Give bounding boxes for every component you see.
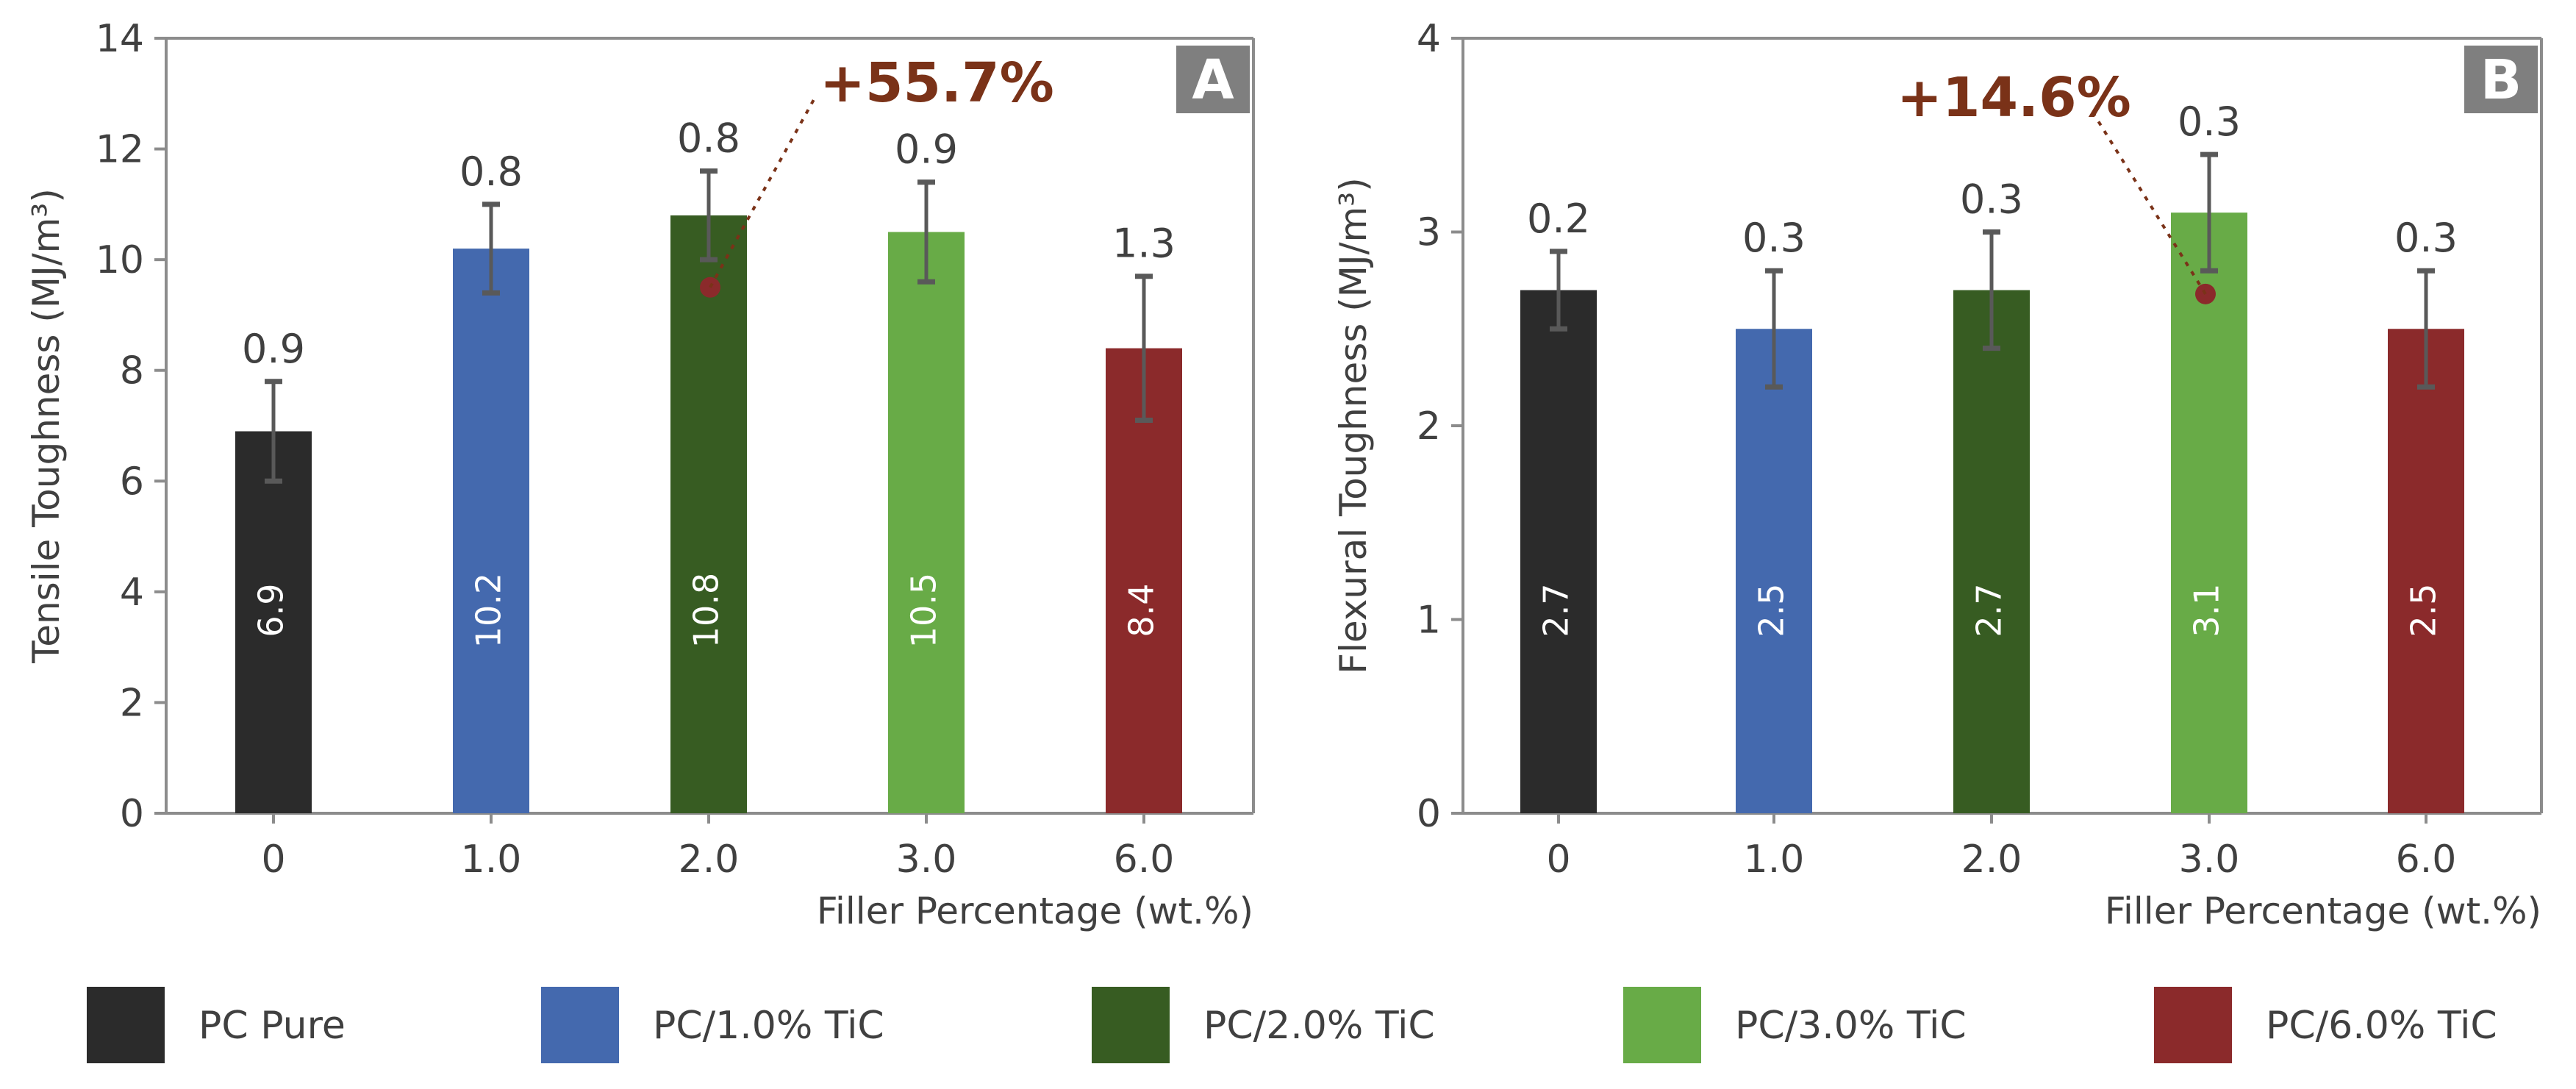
error-label: 0.3 <box>1742 215 1806 261</box>
bar <box>1520 290 1597 813</box>
panel-badge <box>2464 46 2538 113</box>
bar-value-label: 2.7 <box>1536 583 1576 637</box>
bar <box>888 232 965 813</box>
y-axis-label: Tensile Toughness (MJ/m³) <box>25 188 68 664</box>
error-label: 0.2 <box>1527 196 1590 242</box>
x-tick-label: 3.0 <box>896 838 957 882</box>
legend-swatch <box>541 987 619 1063</box>
error-label: 0.9 <box>895 126 958 173</box>
annotation-leader <box>709 95 817 288</box>
x-tick-label: 6.0 <box>1114 838 1175 882</box>
legend-label: PC/3.0% TiC <box>1735 1004 1967 1048</box>
y-tick-label: 2 <box>1417 404 1441 449</box>
y-tick-label: 2 <box>120 681 144 725</box>
bar <box>670 215 747 813</box>
bar <box>1953 290 2030 813</box>
y-tick-label: 12 <box>96 128 144 172</box>
x-axis-label: Filler Percentage (wt.%) <box>817 890 1253 932</box>
y-tick-label: 4 <box>120 571 144 615</box>
legend-label: PC/1.0% TiC <box>653 1004 884 1048</box>
panel-badge-label: B <box>2480 49 2522 112</box>
legend-swatch <box>1623 987 1701 1063</box>
panel-badge <box>1176 46 1250 113</box>
bar-value-label: 2.5 <box>2404 583 2444 637</box>
panel-badge-label: A <box>1192 49 1234 112</box>
bar-value-label: 10.5 <box>904 573 944 648</box>
bar-value-label: 8.4 <box>1122 583 1162 637</box>
annotation-leader <box>2090 109 2207 295</box>
bar-value-label: 2.5 <box>1752 583 1792 637</box>
bar <box>1736 329 1812 813</box>
annotation-label: +55.7% <box>820 51 1054 115</box>
legend-swatch <box>1092 987 1170 1063</box>
y-tick-label: 0 <box>120 792 144 836</box>
bar-value-label: 10.2 <box>469 573 509 648</box>
bar-value-label: 3.1 <box>2187 583 2227 637</box>
x-tick-label: 1.0 <box>461 838 522 882</box>
y-tick-label: 3 <box>1417 211 1441 255</box>
chart-panel-a: 0 2 4 6 8 10 12 14 Tensile Toughness (MJ/m³) 0 1.0… <box>25 17 1255 932</box>
y-tick-label: 4 <box>1417 17 1441 61</box>
x-tick-label: 0 <box>1546 838 1570 882</box>
legend-label: PC/6.0% TiC <box>2266 1004 2497 1048</box>
legend-swatch <box>2154 987 2232 1063</box>
y-tick-label: 14 <box>96 17 144 61</box>
x-tick-label: 3.0 <box>2179 838 2240 882</box>
y-tick-label: 10 <box>96 238 144 282</box>
error-label: 0.3 <box>2178 99 2241 145</box>
bar <box>453 249 529 814</box>
bar <box>2388 329 2464 813</box>
legend-label: PC/2.0% TiC <box>1203 1004 1435 1048</box>
y-tick-label: 8 <box>120 349 144 393</box>
x-tick-label: 2.0 <box>679 838 740 882</box>
error-label: 0.3 <box>1960 176 2023 223</box>
y-tick-label: 1 <box>1417 599 1441 643</box>
y-tick-label: 0 <box>1417 792 1441 836</box>
y-axis-label: Flexural Toughness (MJ/m³) <box>1332 177 1375 674</box>
legend: PC Pure PC/1.0% TiC PC/2.0% TiC PC/3.0% TiC… <box>87 987 2497 1063</box>
legend-swatch <box>87 987 165 1063</box>
x-tick-label: 6.0 <box>2396 838 2457 882</box>
bar <box>2171 213 2247 813</box>
error-label: 0.9 <box>242 326 305 372</box>
error-label: 0.3 <box>2394 215 2458 261</box>
x-tick-label: 0 <box>261 838 285 882</box>
x-tick-label: 1.0 <box>1744 838 1805 882</box>
legend-label: PC Pure <box>198 1004 346 1048</box>
chart-panel-b: 0 1 2 3 4 Flexural Toughness (MJ/m³) 0 1.0 2.0 3.… <box>1332 17 2543 932</box>
bar <box>235 431 312 813</box>
bar-value-label: 10.8 <box>687 573 726 648</box>
bar-value-label: 6.9 <box>251 583 291 637</box>
bar-value-label: 2.7 <box>1969 583 2009 637</box>
y-tick-label: 6 <box>120 460 144 504</box>
x-axis-label: Filler Percentage (wt.%) <box>2105 890 2541 932</box>
error-label: 0.8 <box>459 149 523 195</box>
error-label: 0.8 <box>677 115 740 162</box>
error-label: 1.3 <box>1112 221 1176 267</box>
x-tick-label: 2.0 <box>1961 838 2022 882</box>
annotation-label: +14.6% <box>1897 66 2131 129</box>
bar <box>1106 348 1182 814</box>
